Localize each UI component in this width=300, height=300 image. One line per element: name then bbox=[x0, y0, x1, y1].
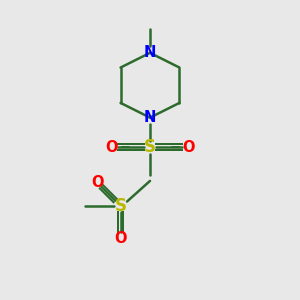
Text: =: = bbox=[119, 139, 130, 152]
Text: N: N bbox=[144, 45, 156, 60]
Text: O: O bbox=[91, 175, 103, 190]
Text: O: O bbox=[114, 231, 127, 246]
Text: S: S bbox=[115, 197, 127, 215]
Text: =: = bbox=[169, 139, 181, 152]
Text: S: S bbox=[144, 138, 156, 156]
Text: O: O bbox=[106, 140, 118, 154]
Text: O: O bbox=[182, 140, 194, 154]
Text: N: N bbox=[144, 110, 156, 125]
